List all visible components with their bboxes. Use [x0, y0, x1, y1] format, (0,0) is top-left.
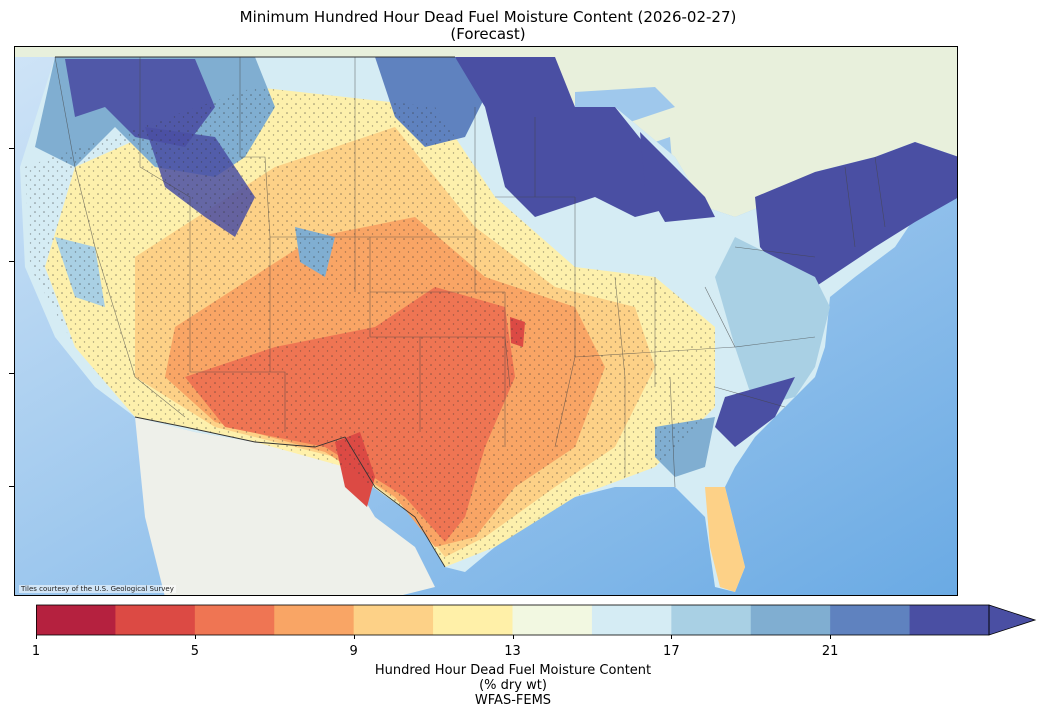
- colorbar-label-line-1: Hundred Hour Dead Fuel Moisture Content: [374, 663, 652, 678]
- zone-9-11: [705, 487, 745, 592]
- y-tick: [9, 373, 14, 374]
- colorbar-segment: [909, 605, 990, 635]
- zone-23-plus: [715, 377, 795, 447]
- title-line-2: (Forecast): [450, 25, 526, 43]
- colorbar-segment: [671, 605, 752, 635]
- zone-23-plus: [455, 57, 675, 217]
- y-tick: [9, 261, 14, 262]
- zone-23-plus: [640, 132, 715, 222]
- colorbar-tick-mark: [512, 635, 514, 639]
- colorbar-label: Hundred Hour Dead Fuel Moisture Content …: [0, 663, 1026, 708]
- colorbar-tick-mark: [194, 635, 196, 639]
- colorbar-label-line-3: WFAS-FEMS: [474, 693, 552, 708]
- y-tick: [9, 148, 14, 149]
- colorbar-segment: [115, 605, 196, 635]
- map-panel[interactable]: Tiles courtesy of the U.S. Geological Su…: [14, 46, 958, 596]
- colorbar-segment: [194, 605, 275, 635]
- title-line-1: Minimum Hundred Hour Dead Fuel Moisture …: [239, 8, 737, 26]
- colorbar-tick-label: 1: [31, 644, 41, 659]
- fuel-moisture-map: [15, 47, 957, 595]
- colorbar-segment: [512, 605, 593, 635]
- colorbar-graphic: [36, 604, 1037, 636]
- zone-23-plus: [755, 142, 957, 287]
- colorbar-tick-label: 21: [821, 644, 839, 659]
- colorbar-segment: [36, 605, 116, 635]
- colorbar-tick-mark: [36, 635, 37, 639]
- map-title: Minimum Hundred Hour Dead Fuel Moisture …: [0, 9, 976, 43]
- colorbar: [36, 604, 1038, 642]
- colorbar-extend-arrow: [988, 604, 1037, 636]
- colorbar-tick-label: 17: [663, 644, 680, 659]
- colorbar-segment: [274, 605, 355, 635]
- map-attribution: Tiles courtesy of the U.S. Geological Su…: [19, 585, 176, 593]
- colorbar-tick-label: 13: [504, 644, 521, 659]
- colorbar-tick-mark: [353, 635, 355, 639]
- mexico-border: [134, 416, 446, 568]
- y-tick: [9, 486, 14, 487]
- zone-17-19: [715, 237, 830, 407]
- state-borders: [54, 56, 886, 488]
- colorbar-tick-mark: [671, 635, 673, 639]
- colorbar-tick-label: 9: [349, 644, 358, 659]
- colorbar-label-line-2: (% dry wt): [479, 678, 547, 693]
- colorbar-segment: [750, 605, 831, 635]
- colorbar-segment: [353, 605, 434, 635]
- colorbar-segment: [830, 605, 911, 635]
- mexico-land: [135, 417, 435, 595]
- colorbar-segment: [433, 605, 513, 635]
- canada-land: [15, 47, 957, 217]
- colorbar-segment: [591, 605, 672, 635]
- colorbar-tick-mark: [830, 635, 832, 639]
- colorbar-tick-label: 5: [190, 644, 199, 659]
